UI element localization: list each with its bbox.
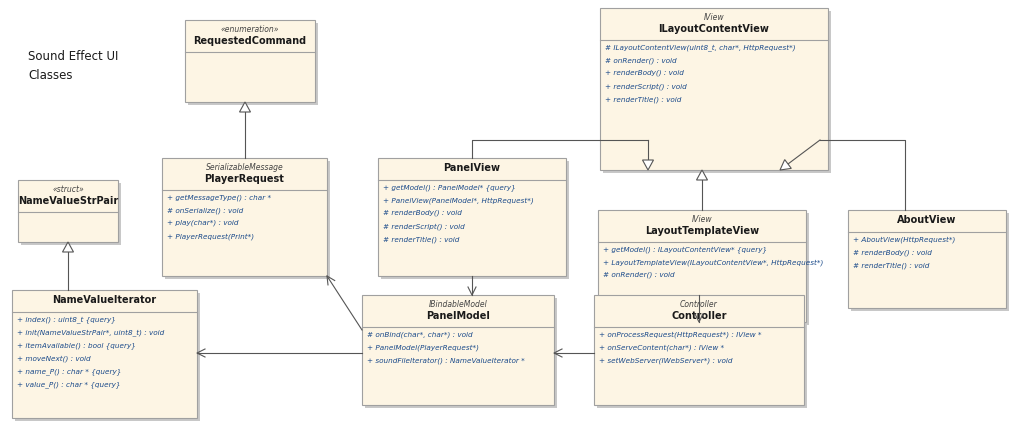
Text: # onBind(char*, char*) : void: # onBind(char*, char*) : void [367,331,473,338]
Polygon shape [696,170,708,180]
Text: # onSerialize() : void: # onSerialize() : void [167,207,244,214]
Bar [165,161,330,279]
Text: + getModel() : PanelModel* {query}: + getModel() : PanelModel* {query} [383,184,516,191]
Polygon shape [642,160,653,170]
Bar [365,298,557,408]
Text: + onProcessRequest(HttpRequest*) : IView *: + onProcessRequest(HttpRequest*) : IView… [599,331,762,338]
Bar [594,295,804,405]
Text: + renderTitle() : void: + renderTitle() : void [605,96,681,103]
Bar [848,210,1006,308]
Bar [188,23,318,105]
Text: # onRender() : void: # onRender() : void [603,272,675,279]
Text: IBindableModel: IBindableModel [429,300,487,309]
Text: + renderBody() : void: + renderBody() : void [605,70,684,77]
Text: # renderTitle() : void: # renderTitle() : void [383,236,460,243]
Text: + play(char*) : void: + play(char*) : void [167,220,239,227]
Text: Controller: Controller [672,311,727,321]
Text: PlayerRequest: PlayerRequest [205,174,285,184]
Text: + renderScript() : void: + renderScript() : void [605,83,687,89]
Text: + getMessageType() : char *: + getMessageType() : char * [167,194,271,201]
Text: # renderBody() : void: # renderBody() : void [853,249,932,255]
Text: # renderBody() : void: # renderBody() : void [383,210,462,216]
Text: + index() : uint8_t {query}: + index() : uint8_t {query} [17,316,116,323]
Text: + itemAvailable() : bool {query}: + itemAvailable() : bool {query} [17,342,136,349]
Bar [12,290,197,418]
Bar [162,158,327,276]
Text: NameValueStrPair: NameValueStrPair [17,196,118,206]
Text: + PlayerRequest(Print*): + PlayerRequest(Print*) [167,233,254,240]
Text: Sound Effect UI
Classes: Sound Effect UI Classes [28,50,119,82]
Text: NameValueIterator: NameValueIterator [52,295,157,305]
Text: SerializableMessage: SerializableMessage [206,163,284,172]
Text: + AboutView(HttpRequest*): + AboutView(HttpRequest*) [853,236,955,243]
Text: + soundFileIterator() : NameValueIterator *: + soundFileIterator() : NameValueIterato… [367,357,524,364]
Text: + getModel() : ILayoutContentView* {query}: + getModel() : ILayoutContentView* {quer… [603,246,767,253]
Text: + name_P() : char * {query}: + name_P() : char * {query} [17,368,122,375]
Text: IView: IView [691,215,713,224]
Text: + LayoutTemplateView(ILayoutContentView*, HttpRequest*): + LayoutTemplateView(ILayoutContentView*… [603,259,823,266]
Text: + init(NameValueStrPair*, uint8_t) : void: + init(NameValueStrPair*, uint8_t) : voi… [17,329,164,336]
Bar [185,20,315,102]
Bar [15,293,200,421]
Bar [598,210,806,322]
Polygon shape [62,242,74,252]
Text: + PanelView(PanelModel*, HttpRequest*): + PanelView(PanelModel*, HttpRequest*) [383,197,534,204]
Text: # ILayoutContentView(uint8_t, char*, HttpRequest*): # ILayoutContentView(uint8_t, char*, Htt… [605,44,796,51]
Text: # onRender() : void: # onRender() : void [605,57,677,64]
Bar [22,183,121,245]
Text: + setWebServer(IWebServer*) : void: + setWebServer(IWebServer*) : void [599,357,732,364]
Text: # renderTitle() : void: # renderTitle() : void [853,262,930,269]
Text: + moveNext() : void: + moveNext() : void [17,355,91,362]
Text: IView: IView [703,13,724,22]
Text: PanelView: PanelView [443,163,501,173]
Text: + PanelModel(PlayerRequest*): + PanelModel(PlayerRequest*) [367,344,479,350]
Text: ILayoutContentView: ILayoutContentView [658,24,769,34]
Bar [851,213,1009,311]
Polygon shape [780,160,792,170]
Text: RequestedCommand: RequestedCommand [194,36,306,46]
Text: + value_P() : char * {query}: + value_P() : char * {query} [17,381,121,388]
Text: # renderScript() : void: # renderScript() : void [383,223,465,230]
Text: LayoutTemplateView: LayoutTemplateView [645,226,759,236]
Text: + onServeContent(char*) : IView *: + onServeContent(char*) : IView * [599,344,724,350]
Text: Controller: Controller [680,300,718,309]
Text: PanelModel: PanelModel [426,311,489,321]
Bar [603,11,831,173]
Bar [18,180,118,242]
Bar [378,158,566,276]
Bar [601,213,809,325]
Text: «enumeration»: «enumeration» [221,25,280,34]
Text: AboutView: AboutView [897,215,956,225]
Polygon shape [240,102,251,112]
Bar [600,8,828,170]
Bar [597,298,807,408]
Bar [362,295,554,405]
Text: «struct»: «struct» [52,185,84,194]
Bar [381,161,569,279]
